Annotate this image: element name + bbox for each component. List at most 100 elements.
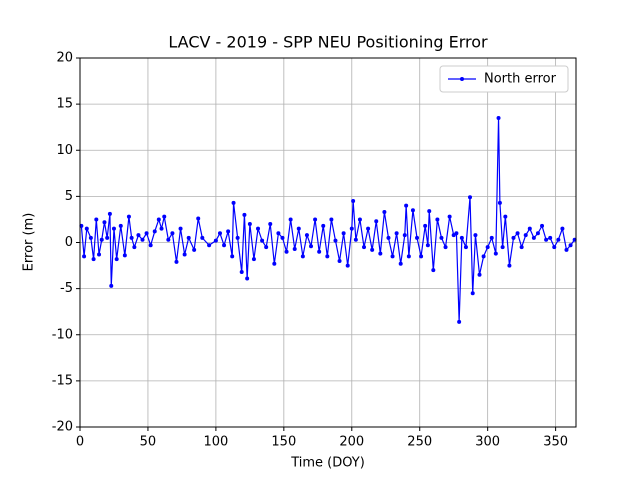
data-point — [394, 231, 399, 236]
data-point — [82, 254, 87, 259]
data-point — [382, 210, 387, 215]
y-tick-label: -10 — [52, 327, 73, 342]
data-point — [162, 214, 167, 219]
data-point — [370, 247, 375, 252]
data-point — [333, 238, 338, 243]
data-point — [152, 229, 157, 234]
x-tick-label: 50 — [140, 435, 157, 450]
data-point — [321, 223, 326, 228]
data-point — [251, 257, 256, 262]
data-point — [296, 226, 301, 231]
data-point — [148, 243, 153, 248]
data-point — [477, 272, 482, 277]
x-tick-label: 0 — [76, 435, 84, 450]
data-point — [122, 253, 127, 258]
data-point — [239, 270, 244, 275]
data-point — [468, 195, 473, 200]
data-point — [196, 216, 201, 221]
y-tick-label: 20 — [56, 51, 73, 66]
data-point — [329, 217, 334, 222]
data-point — [111, 226, 116, 231]
data-point — [500, 245, 505, 250]
data-point — [489, 235, 494, 240]
y-tick-label: 5 — [65, 189, 73, 204]
data-point — [507, 263, 512, 268]
data-point — [325, 254, 330, 259]
data-point — [136, 233, 141, 238]
data-point — [226, 229, 231, 234]
data-point — [300, 254, 305, 259]
data-point — [94, 217, 99, 222]
data-point — [102, 220, 107, 225]
x-tick-label: 100 — [203, 435, 228, 450]
data-point — [431, 268, 436, 273]
x-axis-label: Time (DOY) — [290, 456, 365, 471]
y-axis-label: Error (m) — [22, 213, 37, 272]
data-point — [515, 231, 520, 236]
data-point — [99, 237, 104, 242]
data-point — [213, 238, 218, 243]
data-point — [390, 254, 395, 259]
y-tick-label: -20 — [52, 420, 73, 435]
data-point — [345, 263, 350, 268]
data-point — [222, 243, 227, 248]
chart-title: LACV - 2019 - SPP NEU Positioning Error — [168, 33, 488, 52]
data-point — [272, 261, 277, 266]
data-point — [91, 257, 96, 262]
data-point — [427, 209, 432, 214]
data-point — [552, 245, 557, 250]
data-point — [378, 251, 383, 256]
data-point — [304, 233, 309, 238]
y-tick-label: 10 — [56, 143, 73, 158]
data-point — [129, 235, 134, 240]
data-point — [341, 231, 346, 236]
data-point — [156, 217, 161, 222]
data-point — [84, 226, 89, 231]
data-point — [527, 226, 532, 231]
data-point — [457, 319, 462, 324]
y-tick-label: -15 — [52, 373, 73, 388]
data-point — [386, 235, 391, 240]
data-point — [166, 237, 171, 242]
data-point — [174, 259, 179, 264]
data-point — [217, 231, 222, 236]
data-point — [548, 235, 553, 240]
data-point — [268, 222, 273, 227]
data-point — [447, 214, 452, 219]
data-point — [159, 226, 164, 231]
data-point — [511, 235, 516, 240]
x-tick-label: 350 — [543, 435, 568, 450]
data-point — [292, 246, 297, 251]
data-point — [242, 212, 247, 217]
data-point — [186, 235, 191, 240]
legend-marker — [460, 77, 464, 81]
data-point — [109, 283, 114, 288]
data-point — [351, 198, 356, 203]
data-point — [503, 214, 508, 219]
data-point — [235, 235, 240, 240]
data-point — [126, 214, 131, 219]
data-point — [264, 245, 269, 250]
y-tick-label: 15 — [56, 97, 73, 112]
data-point — [540, 223, 545, 228]
data-point — [398, 261, 403, 266]
data-point — [425, 243, 430, 248]
data-point — [256, 226, 261, 231]
data-point — [357, 217, 362, 222]
data-point — [415, 235, 420, 240]
data-point — [366, 226, 371, 231]
data-point — [535, 231, 540, 236]
data-point — [454, 231, 459, 236]
data-point — [132, 245, 137, 250]
x-tick-label: 250 — [407, 435, 432, 450]
data-point — [230, 254, 235, 259]
data-point — [556, 237, 561, 242]
data-point — [402, 233, 407, 238]
data-point — [523, 233, 528, 238]
data-point — [473, 233, 478, 238]
data-point — [207, 243, 212, 248]
data-point — [288, 217, 293, 222]
data-point — [260, 238, 265, 243]
legend-box — [439, 65, 569, 93]
